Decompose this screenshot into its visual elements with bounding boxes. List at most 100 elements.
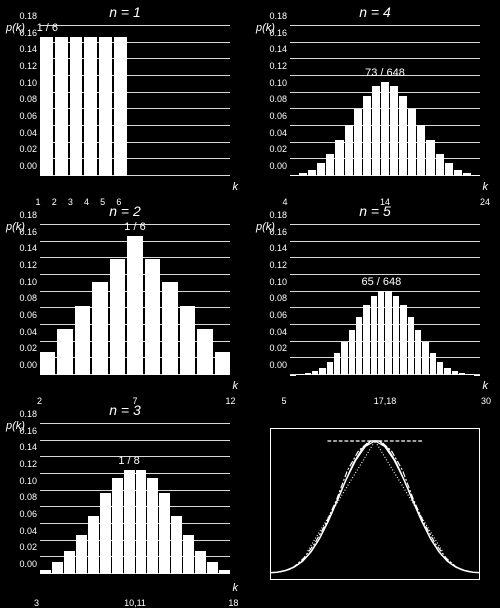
bar [219,570,230,574]
y-tick-label: 0.04 [19,128,37,138]
bar [319,368,325,376]
bar [430,353,436,375]
y-tick-label: 0.00 [19,559,37,569]
bar [356,317,362,375]
panel-n2: n = 2p(k)0.000.020.040.060.080.100.120.1… [0,199,250,398]
panel-title: n = 4 [260,4,490,20]
bar [371,296,377,375]
bar [290,175,298,176]
y-tick-label: 0.14 [19,243,37,253]
plot-area: 0.000.020.040.060.080.100.120.140.160.18… [290,225,480,375]
peak-annotation: 1 / 6 [37,22,58,34]
y-tick-label: 0.12 [19,459,37,469]
bar [312,371,318,375]
y-tick-label: 0.14 [269,44,287,54]
y-tick-label: 0.14 [269,243,287,253]
y-tick-label: 0.18 [269,11,287,21]
y-tick-label: 0.18 [19,409,37,419]
bar [70,37,83,176]
bar [171,516,182,574]
bar [100,493,111,574]
y-tick-label: 0.06 [269,111,287,121]
bar [64,551,75,574]
bar [75,306,90,375]
bar [363,96,371,176]
bar [472,175,480,176]
bar [335,140,343,176]
bar [399,96,407,176]
bar [299,173,307,176]
y-tick-label: 0.10 [19,78,37,88]
y-tick-label: 0.02 [19,542,37,552]
bar [378,291,384,375]
bar [195,551,206,574]
bar [326,154,334,177]
y-tick-label: 0.10 [19,476,37,486]
bar [136,470,147,574]
bar [437,362,443,376]
plot-area: 0.000.020.040.060.080.100.120.140.160.18… [290,26,480,176]
panel-title: n = 1 [10,4,240,20]
panel-n1: n = 1p(k)0.000.020.040.060.080.100.120.1… [0,0,250,199]
overlay-curve-n2 [308,441,443,551]
bar [459,373,465,375]
y-tick-label: 0.00 [269,161,287,171]
bar-series [290,26,480,176]
y-tick-label: 0.06 [19,111,37,121]
bar [110,259,125,375]
y-tick-label: 0.00 [269,360,287,370]
y-tick-label: 0.12 [269,260,287,270]
y-tick-label: 0.16 [19,227,37,237]
bar [408,109,416,176]
peak-annotation: 1 / 6 [124,221,145,233]
y-tick-label: 0.16 [19,28,37,38]
peak-annotation: 1 / 8 [118,455,139,467]
y-tick-label: 0.18 [19,11,37,21]
bar [197,329,212,375]
bar [114,37,127,176]
bar [112,478,123,574]
bar [381,82,389,176]
panel-n3: n = 3p(k)0.000.020.040.060.080.100.120.1… [0,398,250,600]
plot-area: 0.000.020.040.060.080.100.120.140.160.18… [40,225,230,375]
bar [436,154,444,177]
y-tick-label: 0.00 [19,360,37,370]
bar [55,37,68,176]
y-tick-label: 0.10 [269,277,287,287]
bar [57,329,72,375]
bar [159,493,170,574]
x-axis-label: k [233,582,239,594]
bar [393,296,399,375]
x-axis-label: k [483,380,489,392]
bar [52,562,63,574]
bar [390,86,398,176]
bar [452,371,458,375]
y-tick-label: 0.00 [19,161,37,171]
bar [327,362,333,376]
overlay-curve-n5 [271,441,479,573]
plot-area: 0.000.020.040.060.080.100.120.140.160.18… [40,424,230,574]
bar [334,353,340,375]
y-tick-label: 0.14 [19,442,37,452]
y-tick-label: 0.02 [269,144,287,154]
bar [317,163,325,176]
bar [40,352,55,375]
y-tick-label: 0.12 [269,61,287,71]
bar [454,170,462,176]
bar [400,305,406,375]
bar-series [40,225,230,375]
bar [183,535,194,574]
y-tick-label: 0.04 [269,327,287,337]
bar [463,173,471,176]
bar [207,562,218,574]
y-tick-label: 0.02 [269,343,287,353]
bar [385,291,391,375]
y-tick-label: 0.08 [19,492,37,502]
bar [426,140,434,176]
bar [92,282,107,375]
overlay-curve-n3 [293,441,458,568]
bar [124,470,135,574]
y-tick-label: 0.18 [269,210,287,220]
bar [466,374,472,375]
bar [363,305,369,375]
